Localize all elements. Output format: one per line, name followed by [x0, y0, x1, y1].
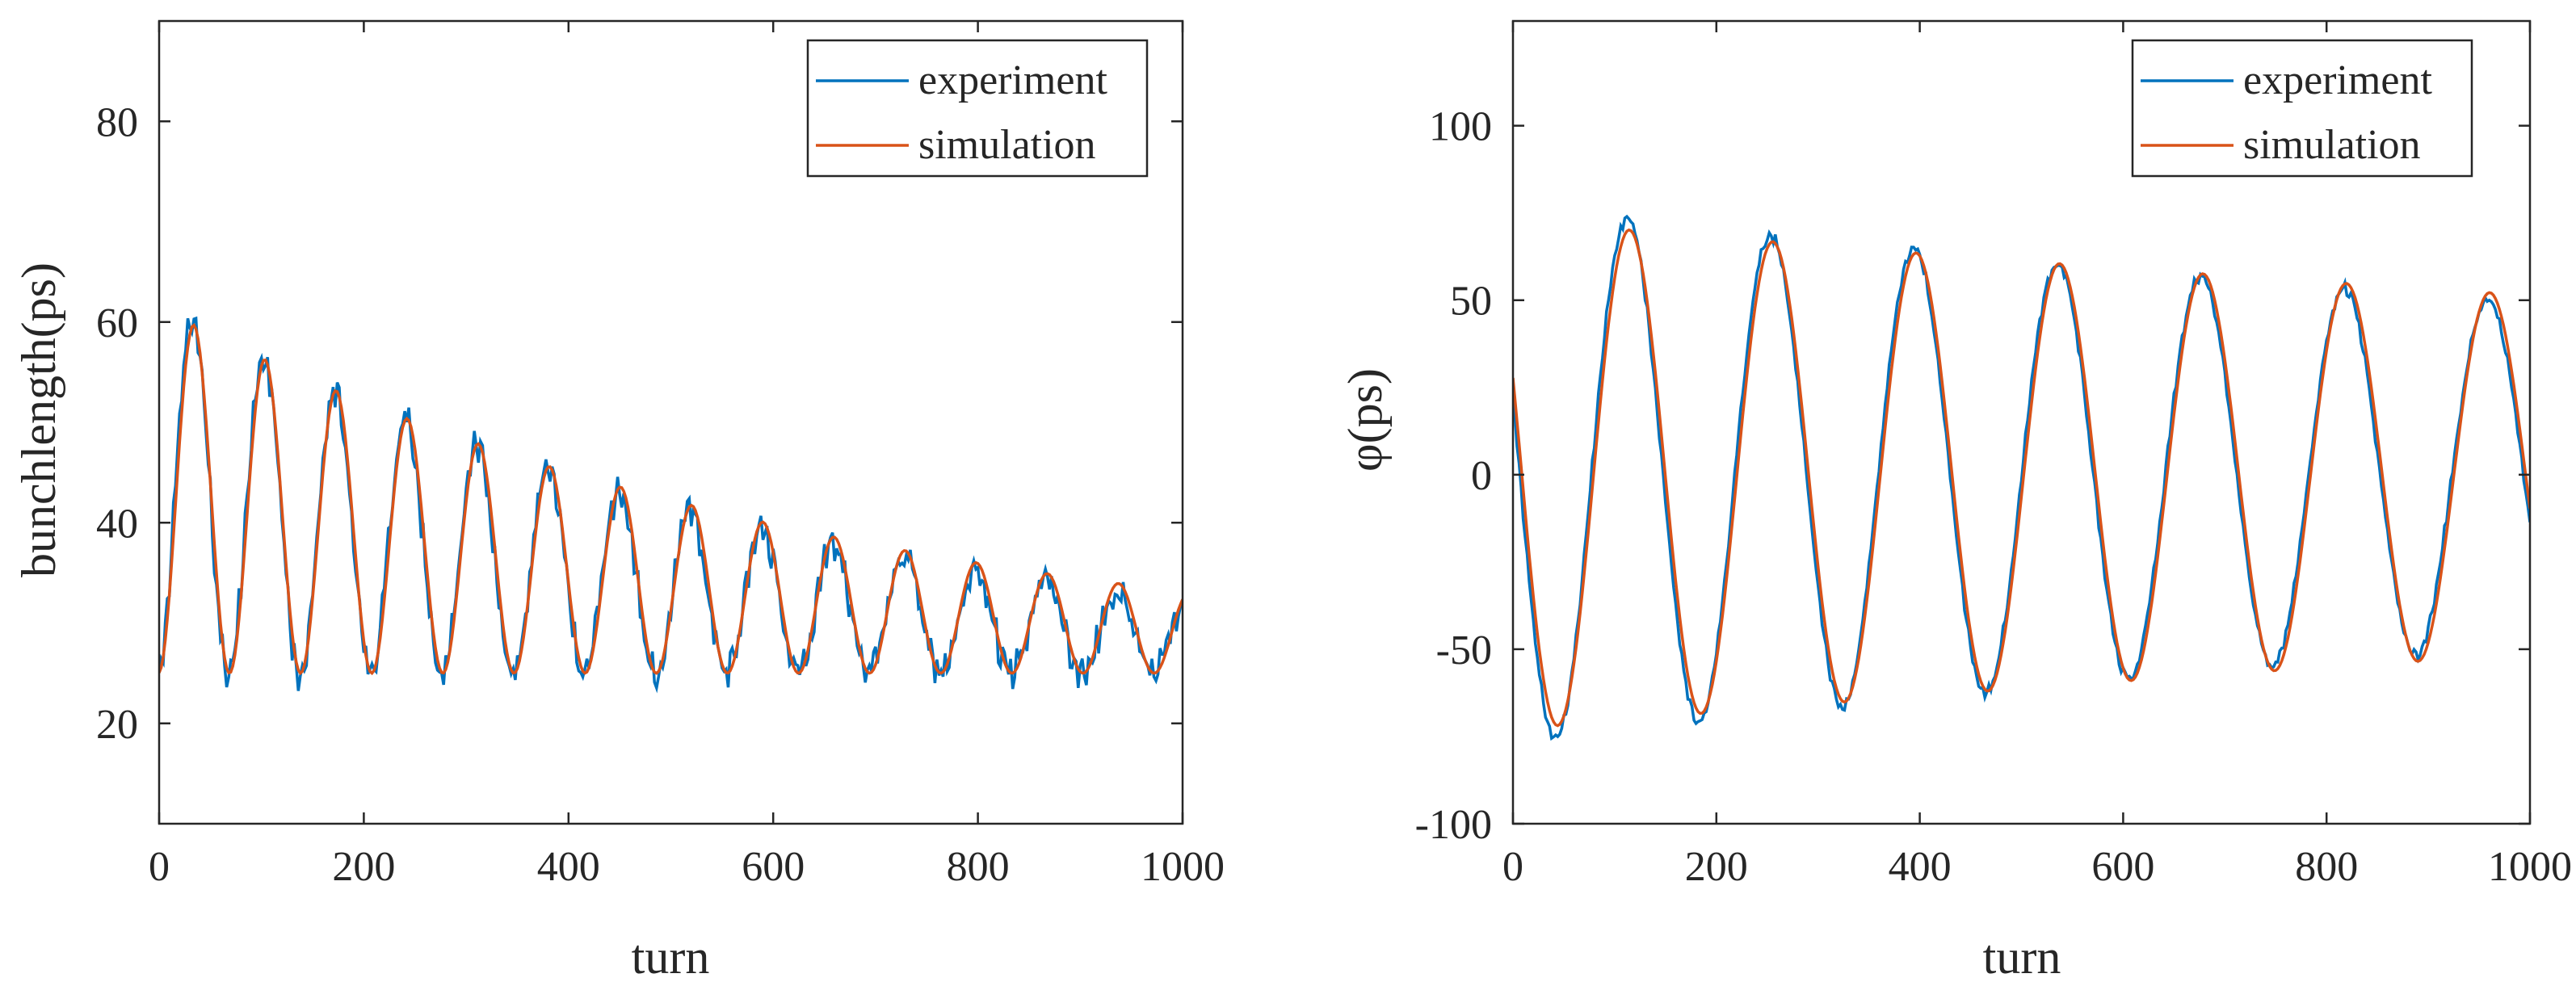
- left-series-experiment: [159, 316, 1183, 694]
- right-panel: 0 200 400 600 800 1000 -100 -50 0 50 100 turn φ(ps…: [1338, 19, 2572, 984]
- right-y-axis-label: φ(ps): [1338, 368, 1392, 472]
- left-x-tick-label: 600: [742, 844, 805, 890]
- left-x-tick-label: 800: [947, 844, 1010, 890]
- right-axes-box: [1511, 19, 2532, 825]
- right-legend-experiment-label: experiment: [2243, 57, 2432, 103]
- left-axes: [158, 19, 1184, 825]
- right-x-tick-label: 0: [1502, 844, 1523, 890]
- right-y-tick-label: 50: [1450, 279, 1492, 325]
- left-panel: 0 200 400 600 800 1000 20 40 60 80 turn bunchleng…: [12, 19, 1225, 984]
- right-x-tick-label: 1000: [2488, 844, 2572, 890]
- left-x-tick-label: 400: [537, 844, 600, 890]
- left-legend-simulation-label: simulation: [918, 122, 1096, 168]
- left-axes-box: [158, 19, 1184, 825]
- right-x-tick-label: 400: [1889, 844, 1952, 890]
- right-tick-labels: 0 200 400 600 800 1000 -100 -50 0 50 100: [1415, 104, 2572, 890]
- right-series-experiment: [1513, 214, 2530, 741]
- left-legend: experiment simulation: [806, 39, 1149, 178]
- right-y-tick-label: -100: [1415, 802, 1492, 848]
- right-x-axis-label: turn: [1983, 930, 2061, 984]
- right-legend-box: [2131, 39, 2473, 178]
- left-x-tick-label: 200: [332, 844, 395, 890]
- right-series-simulation: [1513, 228, 2530, 728]
- right-legend: experiment simulation: [2131, 39, 2473, 178]
- left-plot-area: [159, 316, 1183, 694]
- right-x-tick-label: 200: [1685, 844, 1748, 890]
- right-axes: [1511, 19, 2532, 825]
- left-legend-box: [806, 39, 1149, 178]
- left-y-axis-label: bunchlength(ps): [12, 262, 65, 577]
- left-tick-labels: 0 200 400 600 800 1000 20 40 60 80: [96, 99, 1225, 890]
- right-y-tick-label: 100: [1429, 104, 1492, 150]
- left-x-axis-label: turn: [632, 930, 710, 984]
- left-y-tick-label: 60: [96, 300, 138, 346]
- right-y-tick-label: -50: [1436, 627, 1492, 674]
- right-x-tick-label: 600: [2091, 844, 2154, 890]
- right-y-tick-label: 0: [1471, 453, 1492, 499]
- left-legend-experiment-label: experiment: [918, 57, 1107, 103]
- left-y-tick-label: 80: [96, 99, 138, 145]
- right-legend-simulation-label: simulation: [2243, 122, 2421, 168]
- right-x-tick-label: 800: [2295, 844, 2358, 890]
- left-y-tick-label: 40: [96, 501, 138, 547]
- left-x-tick-label: 0: [149, 844, 170, 890]
- left-y-tick-label: 20: [96, 702, 138, 748]
- left-series-simulation: [159, 322, 1183, 676]
- left-x-tick-label: 1000: [1141, 844, 1225, 890]
- right-plot-area: [1513, 214, 2530, 741]
